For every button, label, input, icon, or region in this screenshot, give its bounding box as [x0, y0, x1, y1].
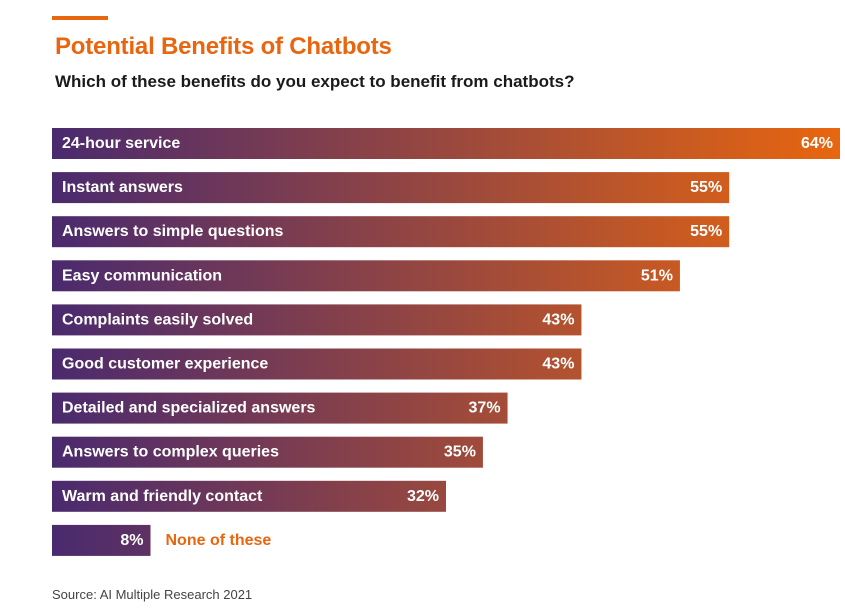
- bar-value-label-1: 55%: [690, 179, 722, 196]
- bar-0: [52, 128, 840, 159]
- bar-category-label-7: Answers to complex queries: [62, 444, 279, 461]
- bar-value-label-7: 35%: [444, 444, 476, 461]
- bar-value-label-6: 37%: [469, 400, 501, 417]
- bar-category-label-0: 24-hour service: [62, 135, 180, 152]
- bar-5: [52, 348, 582, 380]
- bar-category-label-9: None of these: [166, 532, 272, 549]
- bar-value-label-2: 55%: [690, 223, 722, 240]
- bar-6: [52, 392, 508, 424]
- bar-value-label-9: 8%: [120, 532, 143, 549]
- bar-category-label-3: Easy communication: [62, 267, 222, 284]
- bar-value-label-0: 64%: [801, 135, 833, 152]
- bar-3: [52, 260, 680, 292]
- bars-group: 24-hour service 64% Instant answers 55% Answ…: [52, 128, 840, 556]
- bar-value-label-4: 43%: [542, 311, 574, 328]
- bar-value-label-8: 32%: [407, 488, 439, 505]
- bar-4: [52, 304, 582, 336]
- bar-category-label-6: Detailed and specialized answers: [62, 400, 316, 417]
- bar-1: [52, 172, 730, 204]
- bar-category-label-8: Warm and friendly contact: [62, 488, 263, 505]
- source-note: Source: AI Multiple Research 2021: [52, 587, 253, 602]
- bar-category-label-2: Answers to simple questions: [62, 223, 283, 240]
- bar-value-label-5: 43%: [542, 356, 574, 373]
- title-accent-rule: [52, 16, 108, 20]
- bar-category-label-5: Good customer experience: [62, 356, 268, 373]
- bar-2: [52, 216, 730, 248]
- bar-category-label-4: Complaints easily solved: [62, 311, 253, 328]
- chart-subtitle: Which of these benefits do you expect to…: [55, 72, 575, 91]
- bar-category-label-1: Instant answers: [62, 179, 183, 196]
- bar-value-label-3: 51%: [641, 267, 673, 284]
- chart-title: Potential Benefits of Chatbots: [55, 33, 392, 60]
- bar-9: [52, 524, 151, 556]
- bar-7: [52, 436, 483, 468]
- bar-8: [52, 480, 446, 512]
